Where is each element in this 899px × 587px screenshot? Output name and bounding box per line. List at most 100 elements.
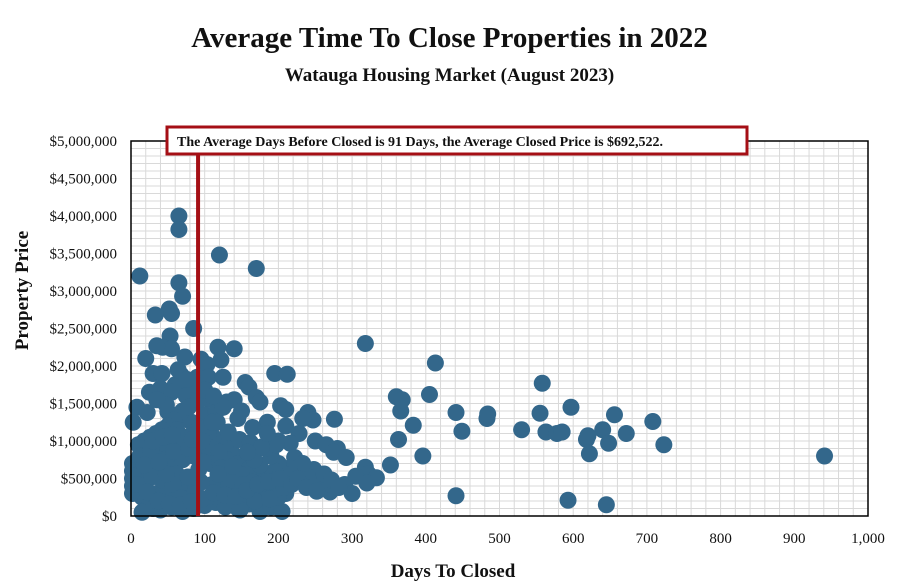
data-point — [447, 404, 465, 421]
y-axis-title: Property Price — [12, 231, 33, 350]
data-point — [617, 425, 635, 442]
data-point — [559, 491, 577, 509]
data-point — [209, 465, 227, 483]
data-point — [163, 383, 181, 401]
data-point — [562, 398, 580, 416]
y-tick-label: $4,000,000 — [50, 209, 118, 225]
y-tick-label: $0 — [102, 509, 117, 525]
data-point — [214, 398, 232, 416]
data-point — [580, 445, 598, 463]
data-point — [266, 365, 284, 382]
data-point — [238, 443, 256, 461]
data-point — [133, 503, 151, 521]
data-point — [816, 447, 834, 465]
data-point — [330, 479, 348, 496]
chart-subtitle: Watauga Housing Market (August 2023) — [284, 65, 615, 86]
data-point — [294, 455, 312, 472]
data-point — [229, 410, 247, 427]
data-point — [513, 421, 531, 439]
x-tick-label: 100 — [193, 531, 216, 547]
x-tick-label: 300 — [341, 531, 364, 547]
data-point — [261, 490, 279, 508]
data-point — [273, 503, 291, 520]
data-point — [203, 413, 221, 431]
data-point — [533, 374, 551, 392]
data-point — [163, 340, 181, 358]
data-point — [479, 405, 497, 423]
data-point — [146, 306, 164, 324]
data-point — [447, 487, 465, 505]
y-tick-label: $1,500,000 — [50, 397, 118, 413]
data-point — [137, 350, 155, 367]
data-point — [153, 365, 171, 382]
data-point — [337, 449, 355, 466]
y-tick-label: $2,500,000 — [50, 322, 118, 338]
data-point — [170, 274, 188, 292]
data-point — [655, 436, 673, 454]
data-point — [404, 416, 422, 434]
y-axis-ticks: $0 $500,000 $1,000,000 $1,500,000 $2,000,000… — [50, 134, 118, 525]
data-point — [294, 410, 312, 427]
data-point — [358, 474, 376, 492]
data-point — [199, 368, 217, 386]
data-point — [212, 351, 230, 369]
data-point — [209, 338, 227, 356]
data-point — [644, 413, 662, 430]
x-axis-ticks: 0 100 200 300 400 500 600 700 800 900 1,000 — [127, 531, 885, 547]
data-point — [176, 348, 194, 366]
y-tick-label: $3,000,000 — [50, 284, 118, 300]
data-point — [277, 401, 295, 418]
data-points — [123, 207, 834, 521]
data-point — [198, 356, 216, 373]
data-point — [531, 404, 549, 422]
data-point — [453, 422, 471, 440]
annotation-text: The Average Days Before Closed is 91 Day… — [177, 135, 663, 150]
y-tick-label: $4,500,000 — [50, 172, 118, 188]
data-point — [553, 423, 571, 441]
data-point — [124, 413, 142, 431]
x-tick-label: 1,000 — [851, 531, 885, 547]
annotation-box — [165, 125, 749, 156]
data-point — [174, 287, 192, 305]
data-point — [390, 431, 408, 448]
x-tick-label: 800 — [709, 531, 732, 547]
data-point — [244, 419, 262, 436]
data-point — [150, 453, 168, 471]
y-tick-label: $3,500,000 — [50, 247, 118, 263]
x-tick-label: 200 — [267, 531, 290, 547]
data-point — [193, 432, 211, 450]
data-point — [278, 365, 296, 383]
data-point — [308, 482, 326, 500]
data-point — [163, 305, 181, 322]
x-tick-label: 900 — [783, 531, 806, 547]
data-point — [381, 456, 399, 474]
data-point — [205, 387, 223, 405]
data-point — [277, 417, 295, 435]
x-axis-title: Days To Closed — [391, 561, 516, 582]
data-point — [594, 421, 612, 439]
data-point — [165, 443, 183, 460]
average-annotation: The Average Days Before Closed is 91 Day… — [165, 125, 749, 156]
data-point — [247, 260, 265, 277]
data-point — [224, 458, 242, 475]
data-point — [214, 368, 232, 386]
data-point — [426, 354, 444, 372]
x-tick-label: 400 — [415, 531, 438, 547]
x-tick-label: 600 — [562, 531, 585, 547]
data-point — [225, 340, 243, 358]
data-point — [325, 410, 343, 428]
data-point — [170, 207, 188, 225]
x-tick-label: 700 — [636, 531, 659, 547]
data-point — [135, 456, 153, 474]
data-point — [231, 501, 249, 519]
data-point — [251, 393, 269, 411]
y-tick-label: $2,000,000 — [50, 359, 118, 375]
data-point — [356, 335, 374, 352]
data-point — [343, 485, 361, 502]
data-point — [131, 267, 149, 285]
data-point — [148, 391, 166, 409]
data-point — [216, 498, 234, 516]
data-point — [597, 496, 615, 514]
y-tick-label: $5,000,000 — [50, 134, 118, 150]
